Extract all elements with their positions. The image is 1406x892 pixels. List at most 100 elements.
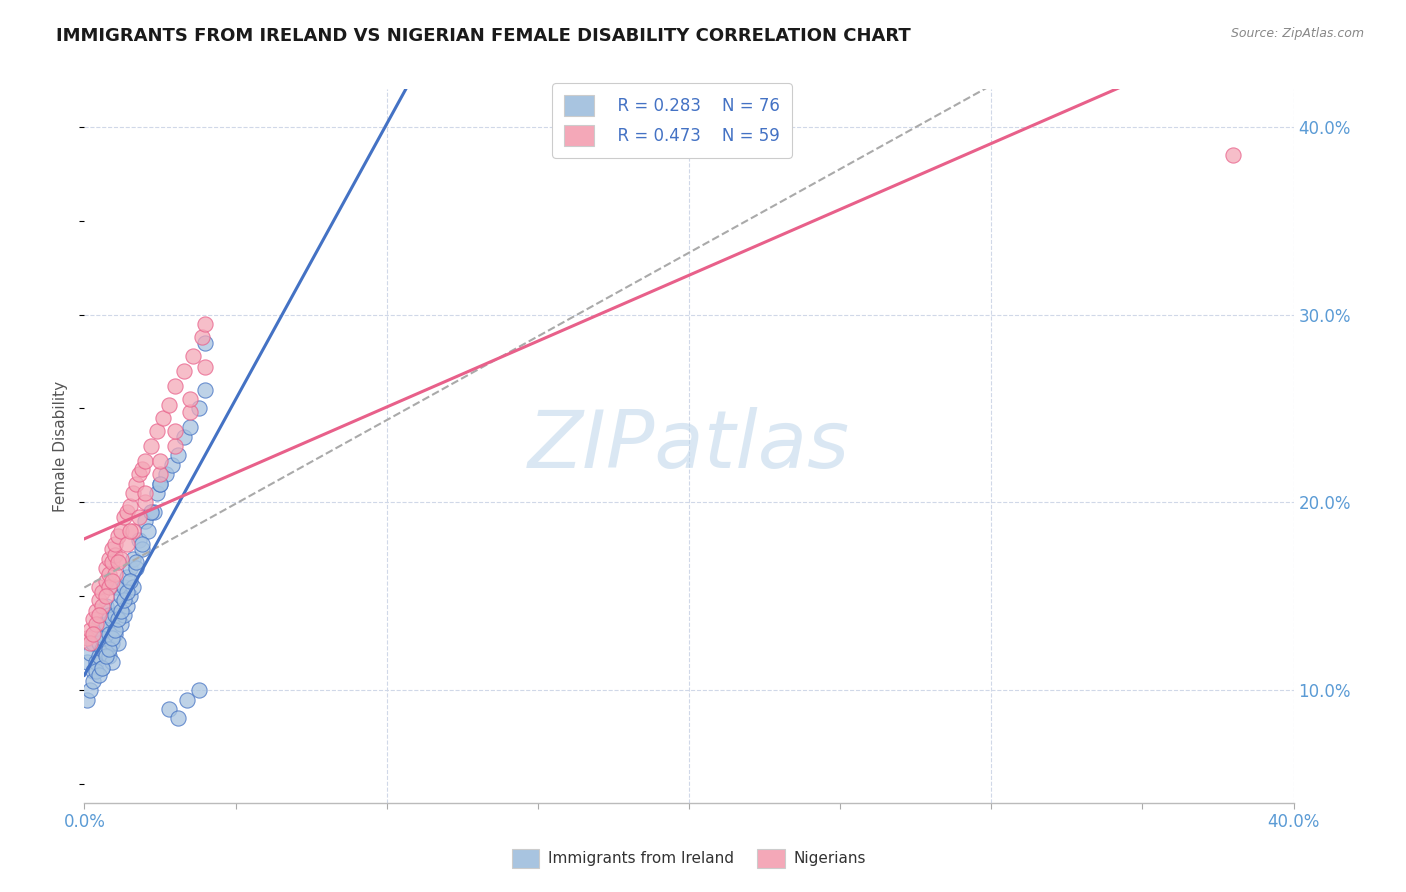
Point (104, 566, 127, 581)
Point (100, 655, 122, 669)
Point (181, 349, 204, 363)
Point (157, 702, 180, 716)
Point (115, 536, 138, 550)
Point (121, 580, 143, 594)
Point (100, 574, 122, 589)
Point (76, 655, 98, 669)
Point (107, 612, 129, 626)
Point (89, 617, 111, 632)
Point (149, 454, 172, 468)
Point (82, 612, 104, 626)
Point (121, 486, 143, 500)
Point (82, 673, 104, 688)
Point (194, 335, 217, 350)
Text: IMMIGRANTS FROM IRELAND VS NIGERIAN FEMALE DISABILITY CORRELATION CHART: IMMIGRANTS FROM IRELAND VS NIGERIAN FEMA… (56, 27, 911, 45)
Point (188, 683, 211, 698)
Point (89, 593, 111, 607)
Point (131, 461, 153, 475)
Point (91, 660, 114, 674)
Point (165, 439, 187, 453)
Text: Source: ZipAtlas.com: Source: ZipAtlas.com (1230, 27, 1364, 40)
Point (107, 556, 129, 570)
Point (79, 636, 101, 650)
Point (131, 536, 153, 550)
Point (82, 636, 104, 650)
Point (118, 499, 141, 513)
Point (82, 665, 104, 679)
Point (152, 410, 174, 425)
Point (188, 401, 211, 416)
Point (118, 589, 141, 603)
Point (128, 533, 150, 547)
Point (146, 424, 169, 438)
Point (115, 570, 138, 584)
Point (104, 627, 127, 641)
Point (104, 548, 127, 562)
Point (194, 360, 217, 375)
Point (94, 646, 117, 660)
Point (79, 683, 101, 698)
Point (134, 486, 156, 500)
Point (115, 505, 138, 519)
Point (82, 627, 104, 641)
Point (179, 392, 201, 406)
Point (91, 599, 114, 613)
Point (167, 711, 190, 725)
Point (155, 467, 177, 482)
Point (115, 599, 138, 613)
Point (97, 641, 120, 656)
Point (86, 617, 108, 632)
Point (91, 631, 114, 645)
Point (134, 454, 156, 468)
Point (139, 505, 162, 519)
Point (100, 612, 122, 626)
Point (107, 636, 129, 650)
Point (112, 510, 135, 524)
Point (97, 649, 120, 664)
Point (118, 561, 141, 575)
Y-axis label: Female Disability: Female Disability (53, 380, 69, 512)
Point (94, 649, 117, 664)
Point (97, 566, 120, 581)
Point (89, 607, 111, 622)
Point (100, 556, 122, 570)
Point (76, 631, 98, 645)
Point (110, 589, 132, 603)
Point (107, 529, 129, 543)
Point (97, 627, 120, 641)
Point (104, 580, 127, 594)
Point (97, 580, 120, 594)
Point (112, 593, 135, 607)
Point (94, 617, 117, 632)
Point (125, 561, 148, 575)
Point (149, 476, 172, 491)
Point (115, 585, 138, 599)
Point (89, 636, 111, 650)
Point (79, 646, 101, 660)
Point (104, 607, 127, 622)
Point (86, 627, 108, 641)
Point (94, 574, 117, 589)
Point (134, 495, 156, 509)
Point (118, 574, 141, 589)
Point (110, 551, 132, 566)
Point (160, 458, 183, 472)
Point (191, 330, 214, 344)
Legend: Immigrants from Ireland, Nigerians: Immigrants from Ireland, Nigerians (505, 843, 873, 873)
Point (100, 631, 122, 645)
Point (165, 424, 187, 438)
Point (86, 665, 108, 679)
Point (79, 623, 101, 637)
Point (89, 580, 111, 594)
Point (165, 379, 187, 393)
Point (142, 505, 165, 519)
Point (136, 524, 159, 538)
Point (76, 692, 98, 706)
Point (121, 524, 143, 538)
Point (112, 580, 135, 594)
Point (157, 398, 180, 412)
Point (94, 589, 117, 603)
Point (146, 486, 169, 500)
Point (1222, 148, 1244, 162)
Point (131, 542, 153, 557)
